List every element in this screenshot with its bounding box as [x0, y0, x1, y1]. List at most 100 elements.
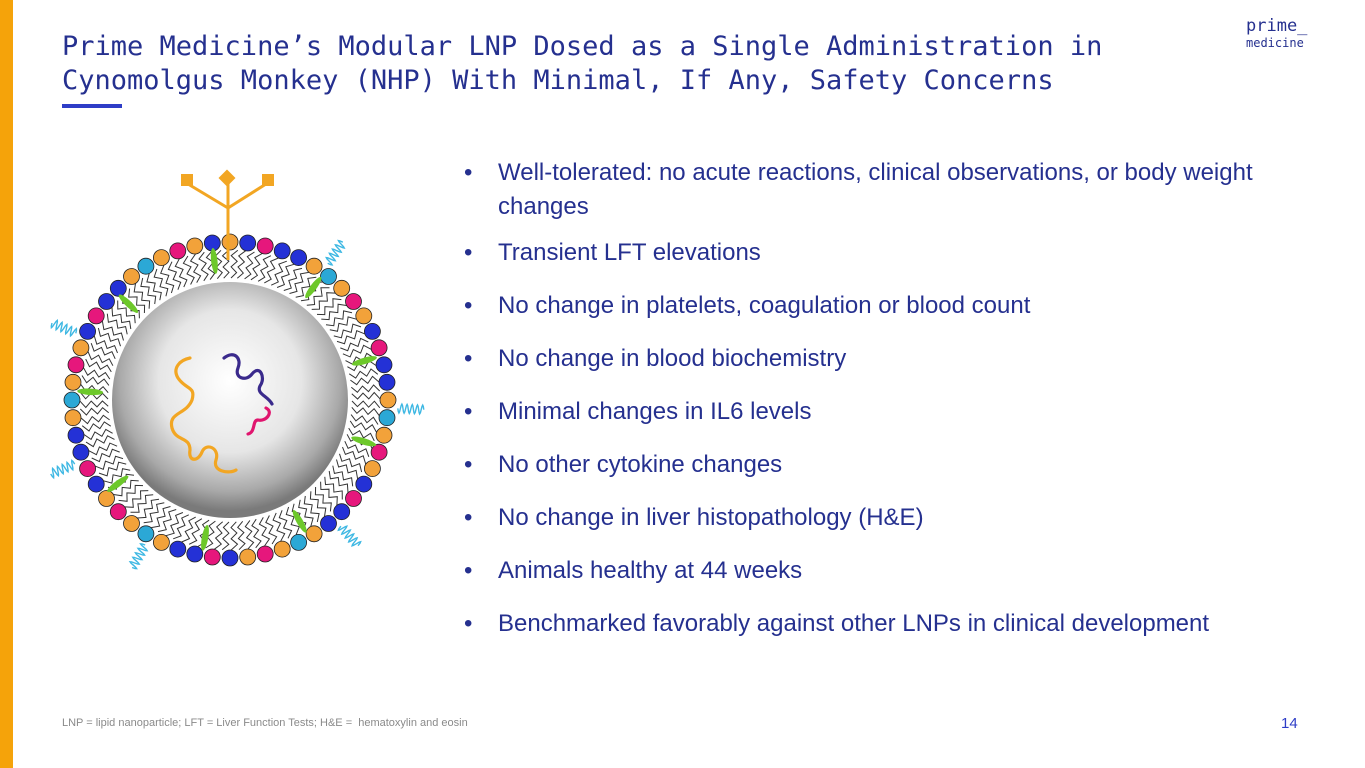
lnp-core	[112, 282, 348, 518]
lipid-tail	[348, 368, 379, 379]
logo-line-2: medicine	[1246, 36, 1304, 50]
bullet-list: Well-tolerated: no acute reactions, clin…	[462, 156, 1342, 660]
lipid-head	[345, 490, 362, 507]
lipid-tail	[336, 459, 359, 479]
cholesterol-molecule	[351, 436, 377, 447]
lipid-head	[137, 257, 155, 275]
lipid-tail	[295, 276, 317, 298]
lipid-tail	[350, 375, 380, 386]
lipid-tail	[306, 287, 330, 306]
lipid-tail	[117, 300, 136, 324]
bullet-item: Transient LFT elevations	[462, 236, 1342, 270]
bullet-item: Minimal changes in IL6 levels	[462, 395, 1342, 429]
lipid-head	[378, 409, 396, 427]
lipid-tail	[143, 502, 165, 524]
cholesterol-molecule	[201, 524, 209, 551]
lipid-head	[333, 279, 351, 297]
lipid-head	[109, 503, 127, 521]
lipid-tail	[93, 335, 118, 354]
lipid-tail	[160, 265, 175, 294]
lipid-tail	[251, 518, 262, 549]
lipid-head	[370, 443, 388, 461]
bullet-item: No change in platelets, coagulation or b…	[462, 289, 1342, 323]
lipid-tail	[221, 249, 230, 279]
lipid-head	[370, 339, 388, 357]
lipid-tail	[103, 468, 131, 484]
peg-coil	[397, 402, 425, 416]
lipid-head	[355, 307, 373, 325]
lipid-nanoparticle-icon	[50, 169, 425, 570]
lipid-tail	[81, 375, 110, 386]
lipid-tail	[106, 313, 128, 335]
lipid-tail	[289, 271, 309, 294]
lipid-tail	[333, 323, 362, 339]
lipid-head	[256, 545, 274, 563]
lipid-tail	[351, 391, 381, 400]
lipid-tail	[351, 406, 380, 416]
lipid-head	[345, 293, 362, 310]
lipid-head	[186, 545, 204, 563]
lipid-tail	[189, 253, 202, 283]
logo-line-1: prime_	[1246, 16, 1308, 36]
lipid-tail	[270, 260, 287, 286]
rna-strands	[169, 353, 274, 474]
lipid-tail	[336, 330, 365, 345]
lipid-tail	[285, 506, 300, 535]
slide-title-line-1: Prime Medicine’s Modular LNP Dosed as a …	[62, 31, 1103, 62]
lipid-head	[87, 307, 105, 325]
lipid-tail	[342, 446, 367, 465]
lipid-tail	[272, 512, 286, 542]
lipid-tail	[349, 420, 377, 433]
lipid-tail	[165, 512, 184, 537]
lipid-tail	[250, 253, 263, 281]
lipid-head	[273, 242, 291, 260]
lipid-tail	[83, 428, 113, 441]
lipid-head	[98, 293, 115, 310]
lipid-tail	[244, 520, 255, 550]
lipid-tail	[85, 435, 115, 448]
lipid-tail	[257, 255, 272, 282]
cholesterol-molecule	[305, 276, 322, 299]
lipid-tail	[321, 303, 347, 321]
lipid-tail	[329, 316, 357, 332]
lipid-tail	[205, 250, 216, 280]
lipid-tail	[320, 481, 338, 506]
lipid-tail	[188, 518, 203, 545]
lipid-tail	[258, 517, 271, 547]
bullet-item: Benchmarked favorably against other LNPs…	[462, 607, 1342, 641]
lipid-tail	[340, 337, 369, 352]
lipid-tail	[264, 257, 279, 284]
cholesterol-molecule	[210, 247, 218, 274]
peg-coil	[50, 319, 78, 338]
title-underline	[62, 104, 122, 108]
lipid-head	[239, 548, 257, 566]
lipid-tail	[283, 267, 303, 291]
lipid-tail	[303, 495, 320, 523]
lipid-tail	[88, 442, 118, 456]
rna-orange-strand	[169, 356, 238, 474]
lipid-head	[63, 391, 81, 409]
lipid-tail	[91, 448, 120, 463]
lipid-tail	[85, 358, 112, 373]
lipid-head	[355, 475, 373, 493]
lipid-tail	[79, 400, 109, 409]
lipid-head	[64, 373, 82, 391]
lipid-tail	[325, 310, 353, 327]
lipid-head	[123, 515, 140, 532]
lipid-head	[221, 549, 239, 567]
lipid-tail	[87, 351, 114, 366]
cholesterol-molecules	[77, 247, 377, 551]
lipid-tail	[311, 292, 336, 310]
lipid-head	[87, 475, 105, 493]
lipid-head	[79, 460, 96, 478]
lipid-head	[203, 548, 221, 566]
lipid-head	[290, 249, 308, 266]
lipid-tail	[140, 277, 157, 305]
lipid-head	[64, 409, 82, 427]
peg-coil	[128, 543, 149, 570]
lipid-head	[273, 540, 291, 558]
lipid-tail	[332, 465, 354, 487]
lipid-tail	[230, 249, 239, 279]
lipid-tail	[157, 509, 177, 533]
rna-purple-strand	[222, 353, 274, 406]
